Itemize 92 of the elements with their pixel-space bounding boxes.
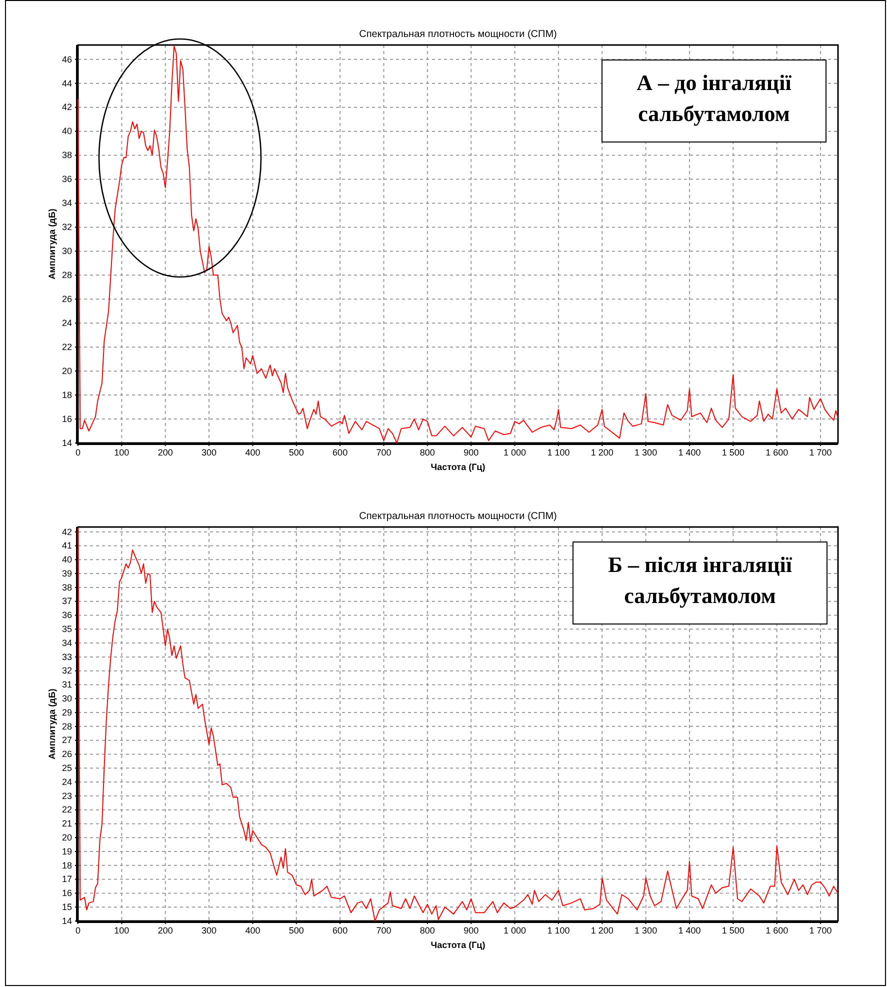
- y-tick-label: 38: [62, 582, 72, 592]
- y-tick-label: 36: [62, 610, 72, 620]
- y-tick-label: 22: [62, 804, 72, 815]
- x-tick-label: 400: [245, 447, 260, 458]
- x-tick-label: 1 700: [809, 447, 832, 458]
- y-tick-label: 35: [62, 624, 72, 634]
- y-tick-label: 24: [62, 318, 72, 328]
- x-tick-label: 1 200: [590, 925, 614, 936]
- y-tick-label: 32: [62, 666, 72, 676]
- x-tick-label: 1 400: [678, 925, 701, 936]
- x-tick-label: 1 600: [766, 925, 788, 936]
- y-tick-label: 30: [62, 694, 72, 704]
- x-axis-title: Частота (Гц): [430, 462, 486, 472]
- x-tick-label: 200: [158, 925, 173, 936]
- y-tick-label: 16: [62, 414, 72, 424]
- y-tick-label: 40: [62, 554, 72, 565]
- y-tick-label: 23: [62, 790, 72, 801]
- chart-title: Спектральная плотность мощности (СПМ): [359, 29, 557, 40]
- y-tick-label: 28: [62, 270, 72, 280]
- y-axis-title: Амплитуда (дБ): [47, 688, 57, 760]
- x-tick-label: 1 700: [809, 925, 832, 936]
- y-tick-label: 14: [62, 438, 72, 448]
- y-tick-label: 42: [62, 102, 72, 112]
- y-tick-label: 26: [62, 749, 72, 760]
- y-tick-label: 28: [62, 721, 72, 732]
- x-tick-label: 1 300: [634, 925, 658, 936]
- x-tick-label: 500: [288, 925, 304, 936]
- x-tick-label: 1 500: [722, 447, 744, 458]
- line-series: [78, 46, 838, 444]
- x-tick-label: 200: [158, 447, 173, 458]
- y-tick-label: 32: [62, 222, 72, 232]
- y-tick-label: 20: [62, 832, 72, 842]
- x-tick-label: 900: [464, 925, 479, 936]
- y-tick-label: 18: [62, 390, 72, 400]
- y-tick-label: 38: [62, 150, 72, 160]
- x-tick-label: 800: [420, 447, 435, 458]
- y-tick-label: 19: [62, 846, 72, 856]
- y-tick-label: 21: [62, 818, 72, 829]
- y-tick-label: 16: [62, 888, 72, 898]
- x-tick-label: 700: [376, 925, 392, 936]
- y-tick-label: 31: [62, 680, 72, 690]
- y-tick-label: 39: [62, 568, 72, 578]
- x-tick-label: 100: [114, 447, 130, 458]
- x-tick-label: 1 200: [590, 447, 614, 458]
- y-tick-label: 27: [62, 735, 72, 746]
- y-tick-label: 37: [62, 596, 72, 606]
- x-tick-label: 900: [464, 447, 479, 458]
- y-tick-label: 36: [62, 174, 72, 184]
- y-tick-label: 15: [62, 902, 72, 912]
- x-axis-title: Частота (Гц): [430, 940, 486, 950]
- x-tick-label: 600: [332, 447, 348, 458]
- x-tick-label: 100: [114, 925, 130, 936]
- x-tick-label: 1 500: [722, 925, 744, 936]
- x-tick-label: 1 400: [678, 447, 701, 458]
- x-tick-label: 500: [288, 447, 304, 458]
- x-tick-label: 300: [202, 925, 217, 936]
- y-tick-label: 29: [62, 707, 72, 718]
- y-tick-label: 42: [62, 526, 72, 537]
- x-tick-label: 1 300: [634, 447, 658, 458]
- x-tick-label: 1 600: [766, 447, 788, 458]
- y-tick-label: 17: [62, 874, 72, 884]
- line-series: [78, 527, 838, 922]
- y-tick-label: 22: [62, 342, 72, 352]
- y-tick-label: 46: [62, 54, 72, 64]
- y-tick-label: 44: [62, 78, 72, 88]
- x-tick-label: 700: [376, 447, 392, 458]
- annotation: Б – після інгаляції сальбутамолом: [608, 552, 793, 608]
- x-tick-label: 0: [75, 925, 81, 936]
- x-tick-label: 600: [332, 925, 348, 936]
- x-tick-label: 1 100: [547, 447, 570, 458]
- y-tick-label: 33: [62, 652, 72, 662]
- x-tick-label: 800: [420, 925, 435, 936]
- y-tick-label: 34: [62, 638, 72, 648]
- x-tick-label: 1 000: [504, 447, 526, 458]
- y-tick-label: 34: [62, 198, 72, 208]
- chart-title: Спектральная плотность мощности (СПМ): [359, 511, 557, 522]
- x-tick-label: 300: [202, 447, 217, 458]
- x-tick-label: 1 100: [547, 925, 570, 936]
- x-tick-label: 0: [75, 447, 81, 458]
- y-tick-label: 14: [62, 916, 72, 926]
- y-axis-title: Амплитуда (дБ): [47, 208, 57, 280]
- y-tick-label: 25: [62, 763, 72, 774]
- y-tick-label: 20: [62, 366, 72, 376]
- annotation: А – до інгаляції сальбутамолом: [636, 70, 792, 126]
- y-tick-label: 30: [62, 246, 72, 256]
- y-tick-label: 24: [62, 776, 72, 787]
- y-tick-label: 40: [62, 126, 72, 136]
- x-tick-label: 1 000: [504, 925, 526, 936]
- y-tick-label: 41: [62, 540, 72, 551]
- x-tick-label: 400: [245, 925, 260, 936]
- y-tick-label: 18: [62, 860, 72, 870]
- y-tick-label: 26: [62, 294, 72, 304]
